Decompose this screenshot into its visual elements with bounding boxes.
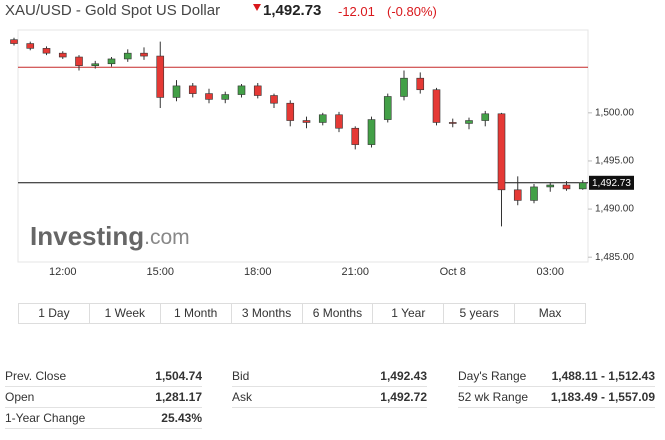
row-separator [458, 407, 655, 408]
candle-body [578, 182, 587, 190]
last-price-label: 1,492.73 [592, 178, 631, 189]
stat-value: 1,183.49 - 1,557.09 [550, 390, 655, 404]
range-button[interactable]: 6 Months [303, 304, 374, 323]
watermark-suffix: .com [144, 226, 190, 249]
range-buttons: 1 Day 1 Week 1 Month 3 Months 6 Months 1 Year… [18, 303, 586, 324]
x-tick-label: 15:00 [146, 266, 174, 278]
price-change-percent: (-0.80%) [387, 4, 437, 19]
price-change: -12.01 [338, 4, 375, 19]
range-button[interactable]: 1 Week [90, 304, 161, 323]
stat-label: Prev. Close [5, 369, 67, 383]
stat-value: 25.43% [161, 411, 202, 425]
candle-body [75, 56, 83, 66]
stat-label: 1-Year Change [5, 411, 86, 425]
candle-body [400, 77, 408, 97]
row-separator [232, 407, 427, 408]
range-button[interactable]: 1 Year [373, 304, 445, 323]
candle-body [253, 85, 262, 96]
candle-body [513, 189, 522, 201]
candle-body [481, 113, 490, 121]
stat-label: Open [5, 390, 35, 404]
stat-value: 1,492.72 [380, 390, 427, 404]
candle-body [237, 85, 246, 95]
down-marker [253, 4, 261, 11]
row-separator [5, 428, 202, 429]
watermark: Investing.com [30, 221, 190, 251]
candle-body [286, 102, 295, 121]
stat-label: Day's Range [458, 369, 527, 383]
candle-body [383, 96, 392, 120]
candle-body [156, 55, 165, 98]
candle-body [448, 122, 457, 124]
candle-body [416, 77, 425, 91]
candle-body [270, 95, 278, 104]
x-tick-label: 03:00 [536, 266, 564, 278]
y-tick-label: 1,500.00 [595, 107, 634, 118]
candle-body [205, 93, 213, 100]
candle-body [91, 63, 100, 66]
row-separator [232, 386, 427, 387]
stat-value: 1,492.43 [380, 369, 427, 383]
candle-body [530, 186, 538, 201]
stat-label: Ask [232, 390, 253, 404]
stat-value: 1,488.11 - 1,512.43 [551, 369, 655, 383]
stat-value: 1,504.74 [155, 369, 202, 383]
candle-body [172, 85, 181, 98]
candle-body [497, 113, 506, 191]
instrument-title: XAU/USD - Gold Spot US Dollar [5, 2, 221, 19]
range-button[interactable]: 1 Month [161, 304, 232, 323]
last-price-badge [589, 175, 634, 190]
y-tick-label: 1,485.00 [595, 252, 634, 263]
watermark-brand: Investing [30, 221, 144, 251]
candle-body [140, 52, 148, 57]
row-separator [5, 386, 202, 387]
candle-body [302, 120, 311, 123]
range-button[interactable]: Max [538, 306, 562, 320]
candle-body [432, 89, 441, 123]
x-tick-label: 21:00 [341, 266, 369, 278]
range-button[interactable]: 5 years [444, 304, 516, 323]
candle-body [107, 58, 116, 65]
last-price: 1,492.73 [263, 2, 322, 19]
candle-body [58, 52, 67, 58]
range-button[interactable]: 3 Months [232, 304, 303, 323]
candle-body [10, 39, 18, 44]
candle-body [465, 120, 473, 124]
candle-body [351, 127, 360, 145]
y-tick-label: 1,490.00 [595, 204, 634, 215]
candle-body [546, 184, 555, 188]
candle-body [26, 43, 35, 49]
stat-label: 52 wk Range [458, 390, 529, 404]
y-tick-label: 1,495.00 [595, 156, 634, 167]
stat-label: Bid [232, 369, 250, 383]
x-tick-label: 18:00 [244, 266, 272, 278]
stat-value: 1,281.17 [155, 390, 202, 404]
candle-body [335, 114, 343, 129]
row-separator [458, 386, 655, 387]
x-tick-label: Oct 8 [440, 266, 466, 278]
chart: Investing.com 1,485.00 1,490.00 1,495.00 1,… [10, 29, 634, 278]
candle-body [188, 85, 197, 94]
plot-frame [17, 29, 589, 263]
row-separator [5, 407, 202, 408]
range-button[interactable]: 1 Day [19, 304, 90, 323]
candle-body [221, 94, 230, 100]
x-tick-label: 12:00 [49, 266, 77, 278]
candle-body [367, 119, 376, 145]
candle-body [562, 184, 571, 190]
candle-body [42, 48, 51, 54]
candle-body [318, 114, 327, 123]
candle-body [123, 52, 132, 60]
